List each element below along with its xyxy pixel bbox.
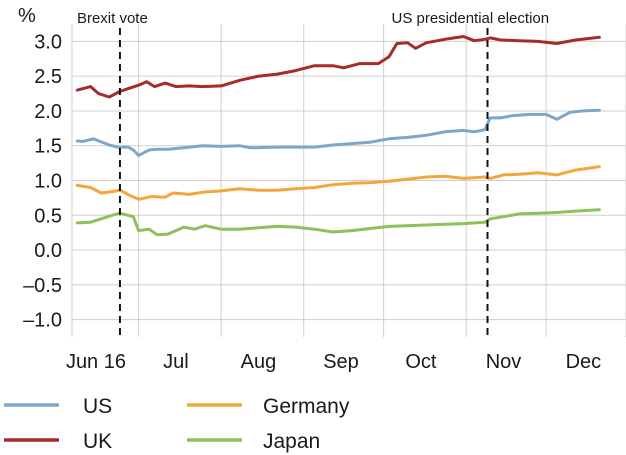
y-tick-label: –0.5: [23, 275, 62, 297]
x-tick-label: Aug: [241, 351, 277, 373]
series-line-uk: [75, 35, 601, 99]
legend-label: UK: [83, 430, 112, 453]
y-tick-label: 0.0: [34, 240, 62, 262]
series-line-us: [75, 108, 601, 157]
y-tick-label: 2.0: [34, 101, 62, 123]
legend-label: US: [83, 395, 112, 418]
x-tick-label: Oct: [405, 351, 437, 373]
x-tick-label: Dec: [566, 351, 602, 373]
series-lines: [75, 35, 601, 237]
x-tick-labels: Jun 16 Jul Aug Sep Oct Nov Dec: [66, 351, 601, 373]
legend-label: Japan: [263, 430, 320, 453]
y-tick-label: 1.0: [34, 171, 62, 193]
y-tick-label: 1.5: [34, 136, 62, 158]
x-tick-label: Sep: [323, 351, 359, 373]
grid-lines: [71, 24, 626, 337]
y-tick-label: 2.5: [34, 66, 62, 88]
y-axis-unit: %: [18, 5, 36, 27]
y-tick-label: 0.5: [34, 205, 62, 227]
legend: US UK Germany Japan: [4, 395, 350, 453]
y-tick-label: 3.0: [34, 31, 62, 53]
x-tick-label: Jun 16: [66, 351, 126, 373]
series-line-germany: [75, 165, 601, 201]
event-marker-label: US presidential election: [392, 10, 550, 27]
annotations: Brexit vote US presidential election: [77, 10, 549, 337]
x-tick-label: Nov: [486, 351, 522, 373]
y-tick-labels: 3.0 2.5 2.0 1.5 1.0 0.5 0.0 –0.5 –1.0: [23, 31, 62, 331]
event-marker-label: Brexit vote: [77, 10, 148, 27]
legend-label: Germany: [263, 395, 350, 418]
axis-labels: %: [18, 5, 36, 27]
y-tick-label: –1.0: [23, 310, 62, 332]
series-line-japan: [75, 208, 601, 237]
x-tick-label: Jul: [163, 351, 189, 373]
